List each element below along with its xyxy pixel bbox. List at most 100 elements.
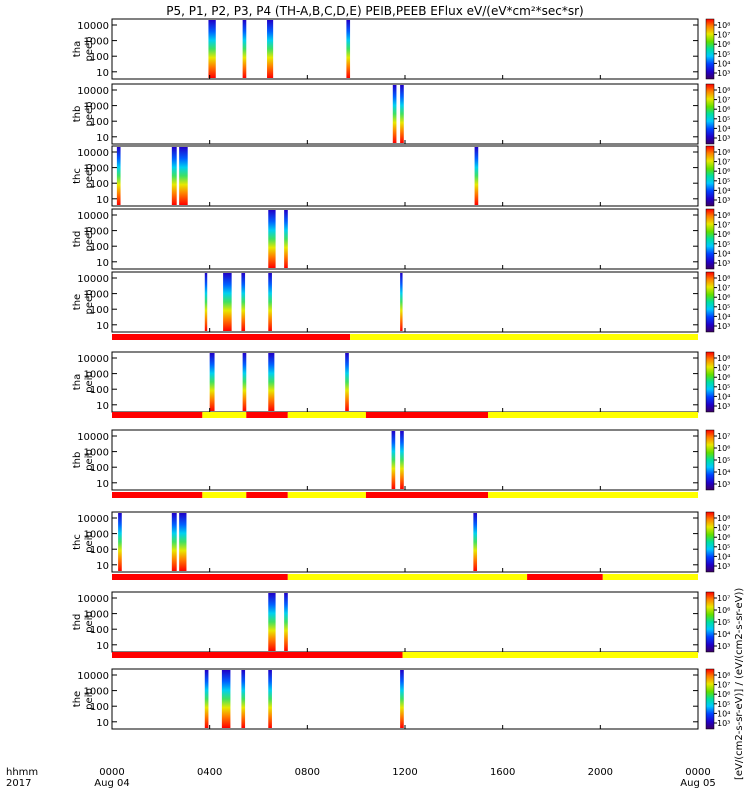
colorbar-tick-label: 10⁷ bbox=[717, 524, 730, 533]
y-tick-label: 100 bbox=[90, 702, 109, 713]
colorbar-tick-label: 10⁶ bbox=[717, 373, 730, 382]
colorbar-tick-label: 10⁸ bbox=[717, 274, 730, 283]
mode-segment-yellow bbox=[202, 412, 247, 418]
panel-label-2: peib bbox=[84, 611, 95, 633]
mode-bar bbox=[112, 492, 698, 498]
panel-frame bbox=[111, 429, 699, 491]
colorbar-tick-label: 10⁷ bbox=[717, 96, 730, 105]
y-tick-label: 100 bbox=[90, 117, 109, 128]
colorbar-tick-label: 10⁷ bbox=[717, 364, 730, 373]
colorbar-tick-label: 10⁴ bbox=[717, 468, 730, 477]
spectrogram-burst bbox=[242, 353, 247, 411]
panel-thd-peeb: 10000 1000 100 10 thd peeb bbox=[72, 208, 699, 270]
spectrogram-burst bbox=[241, 273, 246, 331]
colorbar-tick-label: 10⁸ bbox=[717, 148, 730, 157]
mode-bar bbox=[112, 652, 698, 658]
colorbar-tick-label: 10⁴ bbox=[717, 552, 730, 561]
colorbar-tick-label: 10⁵ bbox=[717, 618, 730, 627]
x-tick-label: 0000 bbox=[99, 767, 124, 778]
y-tick-label: 10 bbox=[96, 401, 109, 412]
colorbar-strip bbox=[705, 208, 715, 270]
spectrogram-burst bbox=[284, 210, 288, 268]
x-tick-label: 1200 bbox=[392, 767, 417, 778]
y-tick-label: 100 bbox=[90, 179, 109, 190]
mode-segment-red bbox=[246, 412, 288, 418]
y-tick-label: 10 bbox=[96, 561, 109, 572]
colorbar-tick-label: 10⁵ bbox=[717, 456, 730, 465]
mode-segment-red bbox=[527, 574, 603, 580]
mode-segment-red bbox=[112, 574, 288, 580]
colorbar-tick-label: 10⁴ bbox=[717, 186, 730, 195]
colorbar-tick-label: 10³ bbox=[717, 69, 730, 78]
y-tick-label: 100 bbox=[90, 52, 109, 63]
y-tick-label: 1000 bbox=[84, 227, 109, 238]
panel-thb-peib: 10000 1000 100 10 thb peib bbox=[72, 429, 699, 491]
mode-segment-yellow bbox=[488, 492, 698, 498]
colorbar-tick-label: 10⁸ bbox=[717, 86, 730, 95]
colorbar-tick-label: 10³ bbox=[717, 562, 730, 571]
colorbar-strip bbox=[705, 145, 715, 207]
spectrogram-burst bbox=[116, 147, 121, 205]
panel-label: thc bbox=[72, 168, 83, 184]
colorbar-tick-label: 10⁷ bbox=[717, 594, 730, 603]
colorbar-tick-label: 10³ bbox=[717, 480, 730, 489]
y-tick-label: 1000 bbox=[84, 290, 109, 301]
colorbar-tick-label: 10⁸ bbox=[717, 514, 730, 523]
y-tick-label: 10000 bbox=[77, 86, 109, 97]
colorbar-tick-label: 10⁴ bbox=[717, 709, 730, 718]
colorbar-tick-label: 10⁴ bbox=[717, 630, 730, 639]
y-tick-label: 1000 bbox=[84, 37, 109, 48]
panel-label-2: peeb bbox=[84, 102, 95, 127]
colorbar-strip bbox=[705, 591, 715, 653]
panel-label-2: peeb bbox=[84, 227, 95, 252]
mode-segment-yellow bbox=[402, 652, 698, 658]
colorbar-tick-label: 10⁷ bbox=[717, 158, 730, 167]
panel-tha-peib: 10000 1000 100 10 tha peib bbox=[72, 351, 699, 413]
x-tick-label: 0800 bbox=[295, 767, 320, 778]
mode-segment-yellow bbox=[287, 574, 528, 580]
colorbar-tick-label: 10⁵ bbox=[717, 115, 730, 124]
spectrogram-burst bbox=[179, 513, 187, 571]
panel-frame bbox=[111, 18, 699, 80]
colorbar-tick-label: 10⁷ bbox=[717, 284, 730, 293]
colorbar-tick-label: 10⁶ bbox=[717, 167, 730, 176]
y-tick-label: 1000 bbox=[84, 687, 109, 698]
y-tick-label: 100 bbox=[90, 242, 109, 253]
panel-frame bbox=[111, 271, 699, 333]
panel-thb-peeb: 10000 1000 100 10 thb peeb bbox=[72, 83, 699, 145]
panel-label-2: peib bbox=[84, 449, 95, 471]
panel-label: thb bbox=[72, 106, 83, 123]
colorbar-tick-label: 10⁶ bbox=[717, 40, 730, 49]
panel-label: the bbox=[72, 294, 83, 310]
chart-title: P5, P1, P2, P3, P4 (TH-A,B,C,D,E) PEIB,P… bbox=[166, 4, 583, 18]
x-axis-date-start: Aug 04 bbox=[94, 778, 129, 789]
mode-segment-yellow bbox=[602, 574, 698, 580]
x-tick-label: 0400 bbox=[197, 767, 222, 778]
y-tick-label: 10000 bbox=[77, 211, 109, 222]
panel-thc-peeb: 10000 1000 100 10 thc peeb bbox=[72, 145, 699, 207]
panel-label: tha bbox=[72, 41, 83, 57]
panel-label: the bbox=[72, 691, 83, 707]
spectrogram-burst bbox=[400, 85, 404, 143]
colorbar-tick-label: 10³ bbox=[717, 322, 730, 331]
spectrogram-burst bbox=[268, 670, 272, 728]
spectrogram-burst bbox=[241, 670, 246, 728]
y-tick-label: 1000 bbox=[84, 448, 109, 459]
colorbar-tick-label: 10⁴ bbox=[717, 124, 730, 133]
colorbar-tick-label: 10⁶ bbox=[717, 533, 730, 542]
colorbar-tick-label: 10⁷ bbox=[717, 681, 730, 690]
spectrogram-burst bbox=[392, 85, 397, 143]
mode-segment-red bbox=[365, 492, 489, 498]
mode-bars-group bbox=[112, 334, 698, 658]
colorbar-tick-label: 10⁵ bbox=[717, 383, 730, 392]
panel-label: thd bbox=[72, 231, 83, 248]
colorbar-tick-label: 10⁸ bbox=[717, 21, 730, 30]
panel-label: thd bbox=[72, 614, 83, 631]
